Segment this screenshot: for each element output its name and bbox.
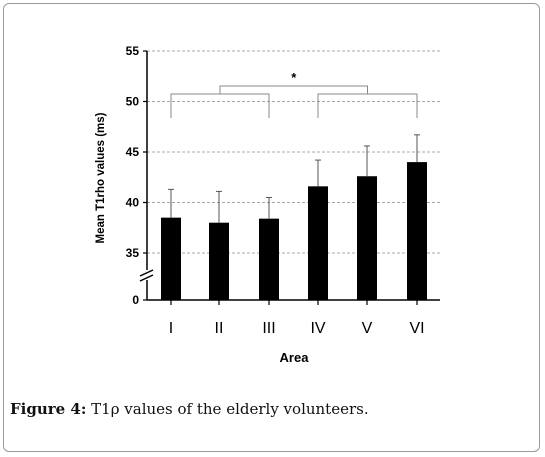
axis-break-mark: [139, 269, 155, 282]
y-tick-label-45: 45: [126, 145, 140, 159]
x-tick-label-II: II: [215, 320, 224, 337]
grid-lines: [147, 50, 440, 254]
error-bar-III: [266, 196, 272, 219]
error-bar-II: [216, 190, 222, 223]
figure-caption-label: Figure 4:: [10, 400, 87, 418]
bracket-right-group: [317, 93, 418, 118]
bar-VI: [407, 162, 427, 300]
y-tick-label-50: 50: [126, 95, 140, 109]
bar-III: [259, 218, 279, 300]
error-bar-V: [364, 145, 370, 177]
y-tick-label-55: 55: [126, 44, 140, 58]
y-tick-label-0: 0: [132, 293, 139, 307]
bracket-comparison: [219, 85, 368, 94]
figure-caption: Figure 4: T1ρ values of the elderly volu…: [10, 400, 530, 418]
axes: [139, 50, 440, 305]
figure-caption-text: T1ρ values of the elderly volunteers.: [86, 400, 369, 418]
error-bars: [168, 134, 420, 223]
bar-IV: [308, 186, 328, 300]
bar-II: [209, 222, 229, 300]
y-tick-label-35: 35: [126, 246, 140, 260]
x-tick-label-IV: IV: [310, 320, 325, 337]
error-bar-IV: [315, 159, 321, 187]
x-tick-label-I: I: [169, 320, 173, 337]
error-bar-I: [168, 188, 174, 218]
significance-brackets: *: [170, 70, 418, 118]
bar-I: [161, 217, 181, 300]
bars: [161, 162, 427, 300]
significance-star: *: [291, 70, 297, 85]
y-axis-label: Mean T1rho values (ms): [95, 112, 107, 243]
y-tick-label-40: 40: [126, 196, 140, 210]
x-axis-label: Area: [280, 350, 310, 365]
x-tick-label-VI: VI: [409, 320, 424, 337]
x-tick-label-III: III: [262, 320, 275, 337]
bracket-left-group: [170, 93, 270, 118]
error-bar-VI: [414, 134, 420, 163]
x-tick-label-V: V: [362, 320, 373, 337]
bar-V: [357, 176, 377, 300]
